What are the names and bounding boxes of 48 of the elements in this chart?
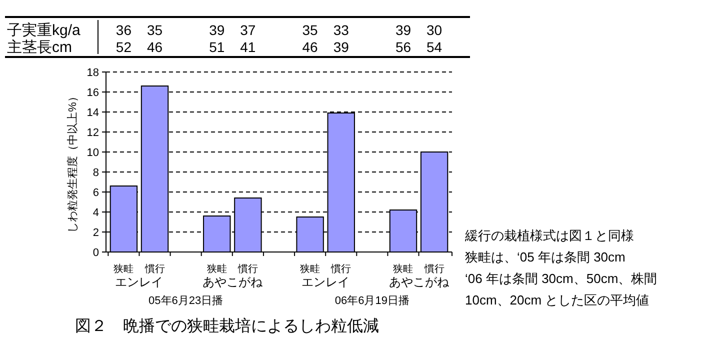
text: ‘06 年は条間 30cm、50cm、株間 <box>465 271 658 286</box>
text: 51 <box>209 39 225 55</box>
text: 33 <box>333 22 350 38</box>
text: 10cm、20cm とした区の平均値 <box>465 292 650 308</box>
text: 56 <box>395 39 412 55</box>
x-tick-label: 慣行 <box>423 263 444 275</box>
text: 54 <box>426 39 442 55</box>
x-tick-label: 狭畦 <box>393 263 414 275</box>
text: 41 <box>240 39 256 55</box>
x-tick-label: 狭畦 <box>206 263 227 275</box>
y-tick-label: 6 <box>92 186 99 199</box>
text: 30 <box>426 22 442 38</box>
text: 36 <box>116 22 132 38</box>
text: 06年6月19日播 <box>334 295 410 307</box>
x-tick-label: 狭畦 <box>300 263 320 275</box>
text: 緩行の栽植様式は図１と同様 <box>464 228 634 243</box>
text: 35 <box>146 22 163 38</box>
text: 39 <box>395 22 412 38</box>
y-tick-label: 0 <box>92 246 99 259</box>
text: 39 <box>333 39 350 55</box>
y-tick-label: 14 <box>86 106 99 119</box>
text: あやこがね <box>202 275 264 289</box>
x-tick-label: 狭畦 <box>114 263 134 275</box>
text: 52 <box>116 39 132 55</box>
text: 35 <box>302 22 318 38</box>
text: 主茎長cm <box>7 39 72 56</box>
text: エンレイ <box>115 275 164 289</box>
text: 39 <box>209 22 225 38</box>
x-tick-label: 慣行 <box>144 263 165 275</box>
text: 狭畦は、‘05 年は条間 30cm <box>465 250 626 264</box>
y-axis-title: しわ粒発生程度（中以上%） <box>66 91 79 233</box>
x-tick-label: 慣行 <box>236 263 258 275</box>
text: エンレイ <box>302 275 350 289</box>
y-tick-label: 4 <box>92 206 99 219</box>
y-tick-label: 12 <box>86 126 99 139</box>
text: 05年6月23日播 <box>148 295 224 307</box>
y-tick-label: 18 <box>86 66 99 79</box>
text: 46 <box>146 39 163 55</box>
y-tick-label: 2 <box>92 226 99 239</box>
text: 子実重kg/a <box>7 22 82 39</box>
y-tick-label: 16 <box>86 86 99 99</box>
y-tick-label: 8 <box>92 166 99 179</box>
text: 図２ 晩播での狭畦栽培によるしわ粒低減 <box>75 317 379 335</box>
text: 46 <box>302 39 318 55</box>
text: 37 <box>240 22 256 38</box>
text: あやこがね <box>388 275 450 289</box>
x-tick-label: 慣行 <box>330 263 352 275</box>
y-tick-label: 10 <box>86 146 99 159</box>
